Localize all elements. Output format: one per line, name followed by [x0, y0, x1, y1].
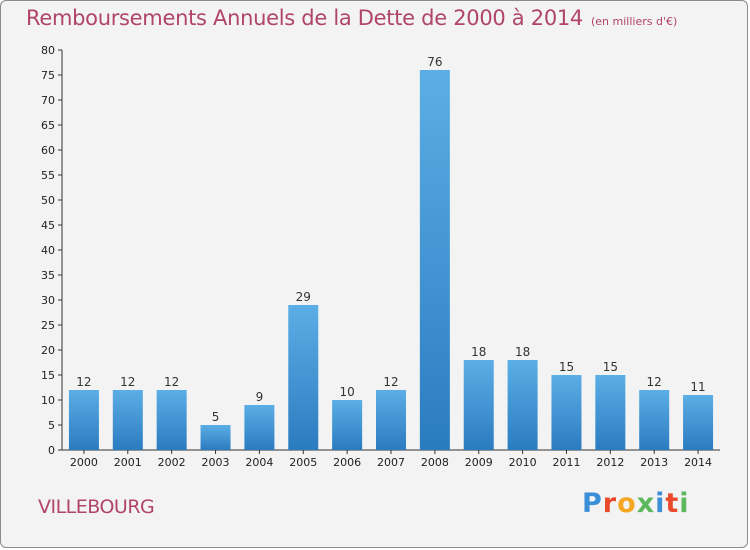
x-tick-label: 2010: [509, 456, 537, 469]
x-tick-label: 2006: [333, 456, 361, 469]
proxiti-letter: x: [636, 488, 656, 519]
x-tick-label: 2002: [158, 456, 186, 469]
data-label-2014: 11: [690, 380, 705, 394]
y-tick-label: 65: [41, 119, 55, 132]
y-tick-label: 20: [41, 344, 55, 357]
bar-2002: [156, 390, 187, 450]
x-tick-label: 2000: [70, 456, 98, 469]
x-tick-label: 2014: [684, 456, 712, 469]
data-label-2002: 12: [164, 375, 179, 389]
bar-2001: [112, 390, 143, 450]
data-label-2003: 5: [212, 410, 220, 424]
chart-title-text: Remboursements Annuels de la Dette de 20…: [26, 6, 583, 30]
x-tick-label: 2005: [289, 456, 317, 469]
data-label-2005: 29: [296, 290, 311, 304]
bar-2008: [419, 70, 450, 450]
bar-2012: [595, 375, 626, 450]
y-tick-label: 75: [41, 69, 55, 82]
data-label-2001: 12: [120, 375, 135, 389]
x-tick-label: 2003: [202, 456, 230, 469]
proxiti-letter: i: [655, 488, 666, 519]
bar-2011: [551, 375, 582, 450]
proxiti-letter: P: [582, 488, 603, 519]
x-axis: 2000 2001 2002 2003 2004 2005 2006 2007 2008 2009…: [62, 449, 720, 469]
y-tick-label: 45: [41, 219, 55, 232]
proxiti-letter: r: [602, 488, 618, 519]
y-tick-label: 10: [41, 394, 55, 407]
chart-subtitle: (en milliers d'€): [591, 15, 678, 28]
y-tick-label: 70: [41, 94, 55, 107]
x-tick-label: 2001: [114, 456, 142, 469]
y-tick-label: 80: [41, 44, 55, 57]
y-tick-label: 40: [41, 244, 55, 257]
proxiti-letter: t: [665, 488, 680, 519]
data-label-2012: 15: [603, 360, 618, 374]
bar-2000: [68, 390, 99, 450]
bar-2013: [639, 390, 670, 450]
data-label-2000: 12: [76, 375, 91, 389]
x-tick-label: 2009: [465, 456, 493, 469]
bars: [68, 70, 714, 450]
bar-2004: [244, 405, 275, 450]
y-tick-label: 25: [41, 319, 55, 332]
proxiti-logo: Proxiti: [582, 488, 690, 519]
x-tick-label: 2007: [377, 456, 405, 469]
bar-2007: [376, 390, 406, 450]
y-tick-label: 15: [41, 369, 55, 382]
x-tick-label: 2008: [421, 456, 449, 469]
bar-2005: [288, 305, 319, 450]
bar-2006: [332, 400, 363, 450]
bar-2009: [463, 360, 494, 450]
x-tick-label: 2004: [245, 456, 273, 469]
y-axis: 0 5 10 15 20 25 30 35 40 45 50 55 60 65 70 75 80: [41, 44, 63, 457]
bar-2003: [200, 425, 231, 450]
bar-2010: [507, 360, 538, 450]
x-tick-label: 2012: [596, 456, 624, 469]
x-tick-label: 2013: [640, 456, 668, 469]
y-tick-label: 60: [41, 144, 55, 157]
data-labels: 12 12 12 5 9 29 10 12 76 18 18 15 15 12 11: [76, 55, 705, 424]
y-tick-label: 55: [41, 169, 55, 182]
data-label-2008: 76: [427, 55, 442, 69]
commune-name: VILLEBOURG: [38, 496, 155, 518]
data-label-2004: 9: [256, 390, 264, 404]
y-tick-label: 30: [41, 294, 55, 307]
y-tick-label: 5: [48, 419, 55, 432]
x-tick-label: 2011: [552, 456, 580, 469]
y-tick-label: 50: [41, 194, 55, 207]
data-label-2010: 18: [515, 345, 530, 359]
chart-title: Remboursements Annuels de la Dette de 20…: [26, 6, 677, 30]
data-label-2007: 12: [383, 375, 398, 389]
y-tick-label: 35: [41, 269, 55, 282]
proxiti-letter: i: [679, 488, 690, 519]
data-label-2009: 18: [471, 345, 486, 359]
y-tick-label: 0: [48, 444, 55, 457]
data-label-2013: 12: [647, 375, 662, 389]
bar-2014: [683, 395, 714, 450]
data-label-2011: 15: [559, 360, 574, 374]
data-label-2006: 10: [339, 385, 354, 399]
proxiti-letter: o: [617, 488, 637, 519]
